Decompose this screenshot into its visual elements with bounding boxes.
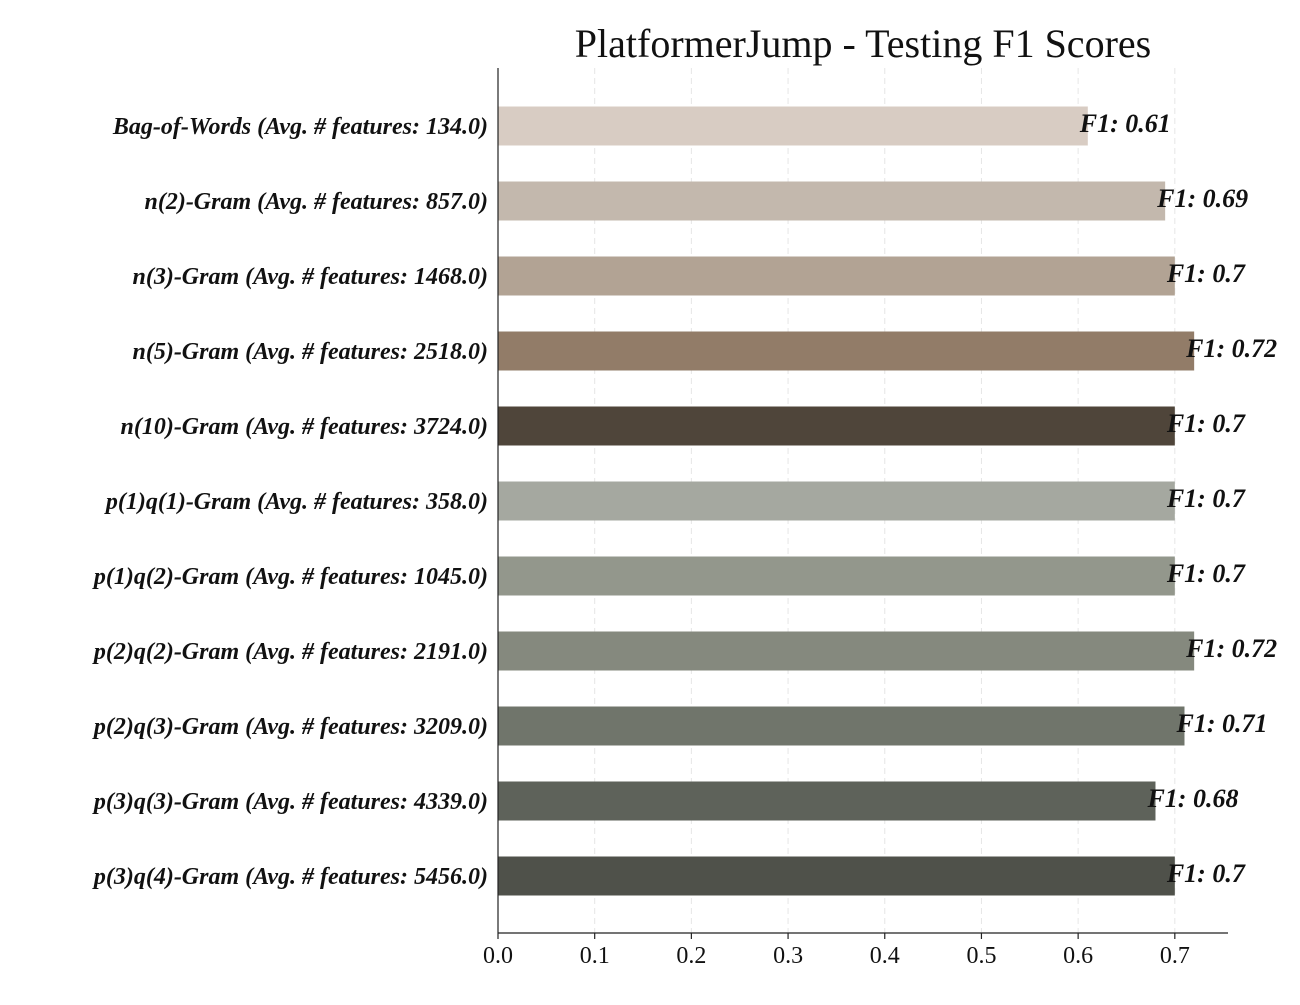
- label-layer: Bag-of-Words (Avg. # features: 134.0) F1:…: [92, 109, 1277, 890]
- category-label: n(10)-Gram (Avg. # features: 3724.0): [120, 414, 488, 440]
- bar-layer: [498, 106, 1195, 896]
- bar-value-label: F1: 0.7: [1166, 409, 1246, 438]
- x-tick-label: 0.6: [1063, 943, 1093, 969]
- bar-value-label: F1: 0.7: [1166, 859, 1246, 888]
- bar-value-label: F1: 0.72: [1185, 634, 1277, 663]
- category-label: n(2)-Gram (Avg. # features: 857.0): [144, 189, 488, 215]
- bar: [498, 706, 1185, 746]
- bar-value-label: F1: 0.7: [1166, 484, 1246, 513]
- x-tick-label: 0.7: [1160, 943, 1190, 969]
- bar: [498, 781, 1156, 821]
- x-tick-label: 0.0: [483, 943, 513, 969]
- category-label: p(2)q(3)-Gram (Avg. # features: 3209.0): [92, 714, 488, 740]
- bar: [498, 481, 1175, 521]
- bar: [498, 556, 1175, 596]
- x-tick-label: 0.3: [773, 943, 803, 969]
- category-label: Bag-of-Words (Avg. # features: 134.0): [112, 114, 488, 140]
- bar-value-label: F1: 0.7: [1166, 559, 1246, 588]
- bar: [498, 181, 1166, 221]
- x-tick-label: 0.5: [966, 943, 996, 969]
- bar-value-label: F1: 0.7: [1166, 259, 1246, 288]
- x-tick-label: 0.4: [870, 943, 900, 969]
- category-label: p(1)q(2)-Gram (Avg. # features: 1045.0): [92, 564, 488, 590]
- category-label: p(1)q(1)-Gram (Avg. # features: 358.0): [104, 489, 488, 515]
- bar: [498, 106, 1088, 146]
- bar-value-label: F1: 0.69: [1156, 184, 1248, 213]
- x-tick-label: 0.2: [676, 943, 706, 969]
- category-label: p(2)q(2)-Gram (Avg. # features: 2191.0): [92, 639, 488, 665]
- bar: [498, 406, 1175, 446]
- axis-layer: 0.0 0.1 0.2 0.3 0.4 0.5 0.6 0.7: [483, 68, 1228, 969]
- category-label: p(3)q(3)-Gram (Avg. # features: 4339.0): [92, 789, 488, 815]
- bar: [498, 631, 1195, 671]
- bar-value-label: F1: 0.61: [1079, 109, 1171, 138]
- category-label: p(3)q(4)-Gram (Avg. # features: 5456.0): [92, 864, 488, 890]
- category-label: n(3)-Gram (Avg. # features: 1468.0): [132, 264, 488, 290]
- bar: [498, 331, 1195, 371]
- chart-title: PlatformerJump - Testing F1 Scores: [574, 21, 1152, 66]
- bar-value-label: F1: 0.72: [1185, 334, 1277, 363]
- category-label: n(5)-Gram (Avg. # features: 2518.0): [132, 339, 488, 365]
- bar: [498, 856, 1175, 896]
- bar-value-label: F1: 0.68: [1146, 784, 1238, 813]
- x-tick-label: 0.1: [580, 943, 610, 969]
- bar-value-label: F1: 0.71: [1175, 709, 1267, 738]
- bar: [498, 256, 1175, 296]
